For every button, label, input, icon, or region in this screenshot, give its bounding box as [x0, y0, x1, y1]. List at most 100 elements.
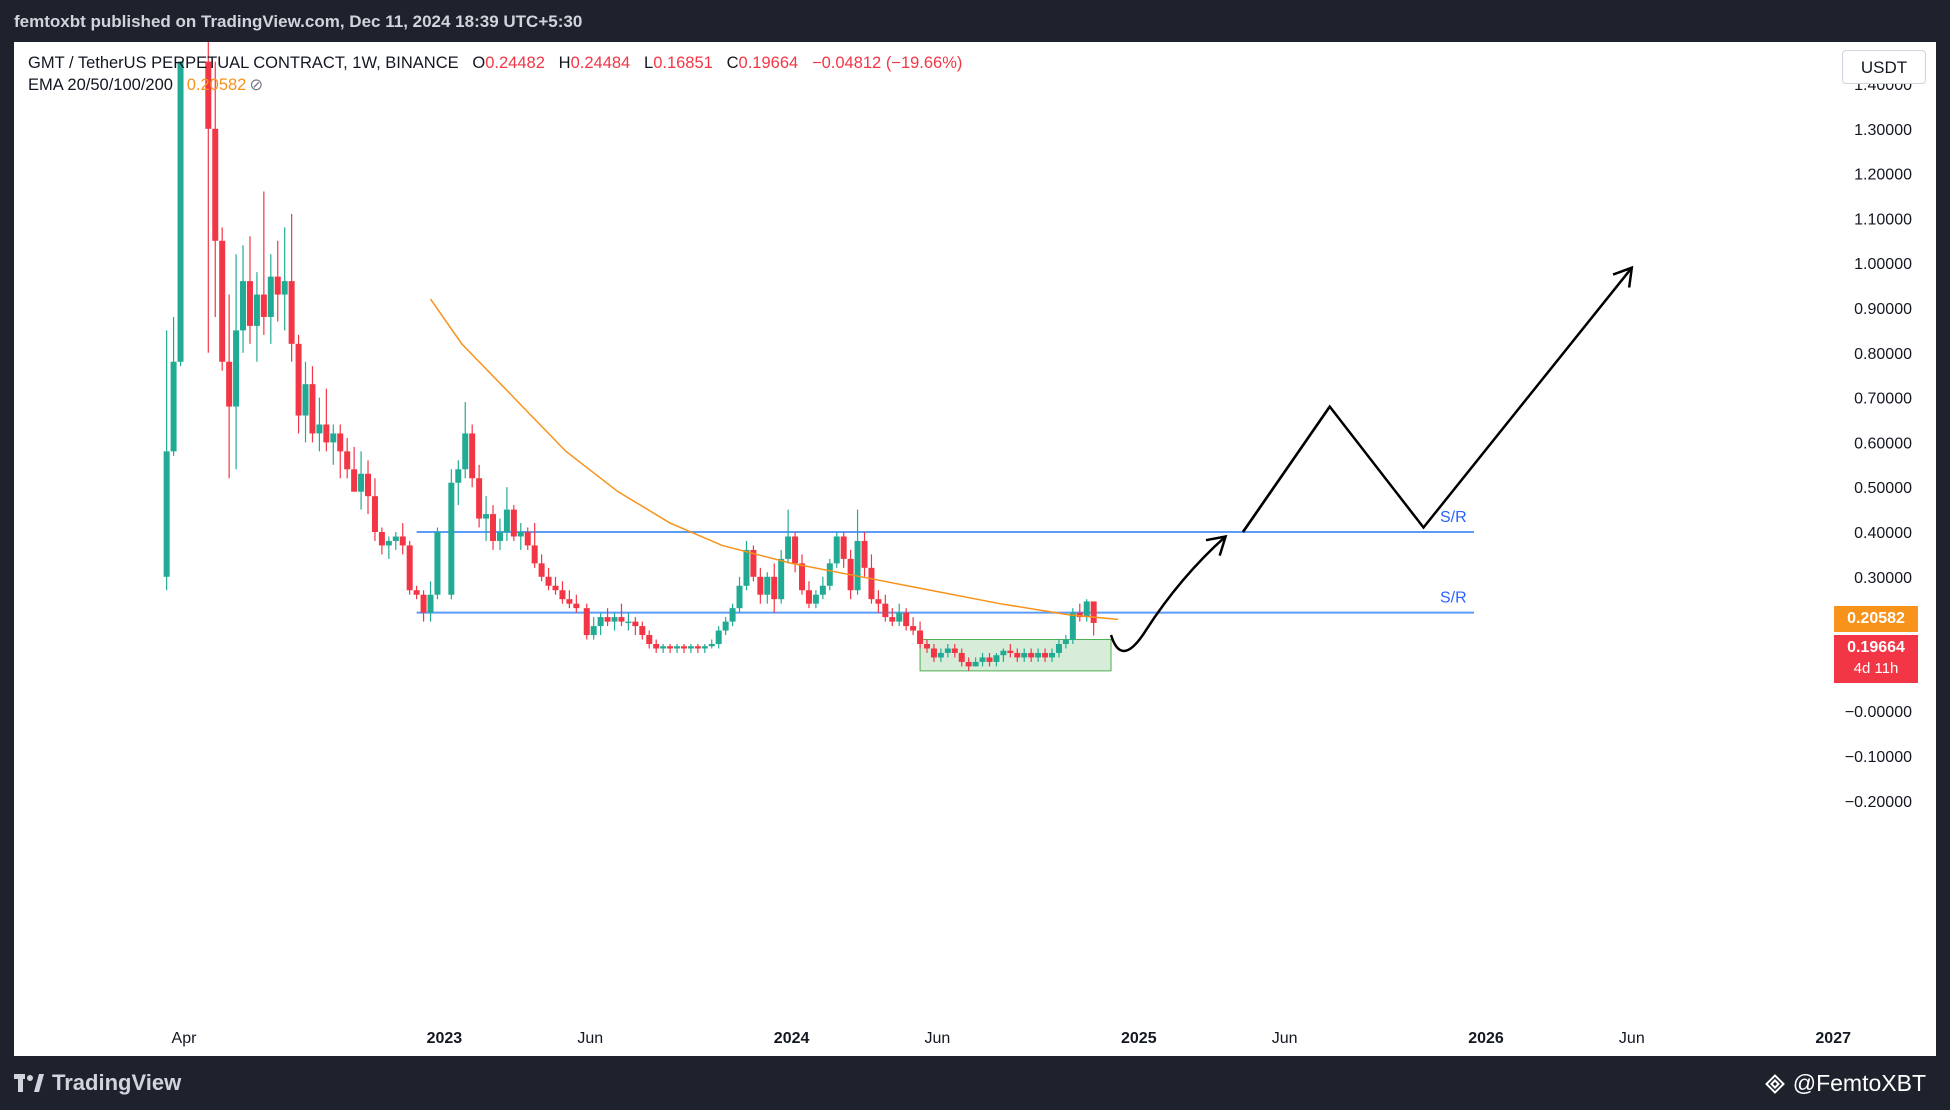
- candle-body: [882, 603, 889, 618]
- y-tick-label: 0.60000: [1854, 435, 1912, 452]
- candle-body: [653, 644, 660, 649]
- candle-body: [833, 536, 840, 564]
- candle-body: [868, 567, 875, 600]
- candle-body: [177, 61, 184, 362]
- y-tick-label: −0.20000: [1845, 794, 1912, 811]
- candle-body: [253, 294, 260, 326]
- candle-body: [274, 276, 281, 295]
- candle-body: [944, 648, 951, 653]
- close-price-tag-value: 0.19664: [1847, 639, 1905, 657]
- candle-body: [538, 563, 545, 577]
- open-value: 0.24482: [485, 54, 545, 72]
- ema-value: 0.20582: [186, 76, 247, 94]
- tradingview-brand[interactable]: TradingView: [14, 1070, 181, 1096]
- candle-body: [427, 594, 434, 613]
- candle-body: [392, 536, 399, 541]
- candle-body: [597, 617, 604, 627]
- candle-body: [805, 590, 812, 604]
- currency-unit-button[interactable]: USDT: [1842, 50, 1926, 84]
- symbol-row: GMT / TetherUS PERPETUAL CONTRACT, 1W, B…: [28, 52, 962, 74]
- eye-icon[interactable]: ⊘: [249, 76, 264, 94]
- ema-label[interactable]: EMA 20/50/100/200: [28, 76, 173, 94]
- candle-body: [496, 532, 503, 541]
- candle-body: [937, 652, 944, 658]
- candle-body: [1035, 652, 1042, 658]
- candle-body: [1069, 612, 1076, 640]
- x-tick-label: 2025: [1121, 1030, 1157, 1047]
- y-tick-label: 1.00000: [1854, 256, 1912, 273]
- candle-body: [246, 281, 253, 326]
- candle-body: [365, 473, 372, 497]
- candlestick-chart[interactable]: S/RS/R 1.400001.300001.200001.100001.000…: [14, 42, 1936, 1056]
- chart-area[interactable]: S/R S/R 1.40000 1.30000 1.20000 1.10000 1.000…: [14, 42, 1936, 1056]
- candle-body: [413, 590, 420, 595]
- binance-square-icon: [1764, 1073, 1785, 1094]
- close-price-tag: 0.19664 4d 11h: [1834, 635, 1918, 684]
- close-value: 0.19664: [738, 54, 799, 72]
- candle-body: [323, 424, 330, 443]
- candle-body: [1049, 652, 1055, 658]
- candle-body: [812, 594, 819, 604]
- candle-body: [972, 661, 979, 667]
- y-tick-label: 0.70000: [1854, 391, 1912, 408]
- candle-body: [618, 617, 625, 622]
- symbol-label[interactable]: GMT / TetherUS PERPETUAL CONTRACT, 1W, B…: [28, 54, 459, 72]
- y-tick-label: 1.10000: [1854, 211, 1912, 228]
- candle-body: [503, 509, 510, 532]
- candle-body: [722, 621, 729, 631]
- candle-body: [965, 661, 972, 667]
- candle-body: [750, 549, 757, 577]
- candle-body: [524, 532, 531, 546]
- candle-body: [309, 384, 316, 434]
- brand-label: TradingView: [52, 1070, 182, 1095]
- candle-body: [632, 621, 639, 627]
- candle-body: [1083, 601, 1090, 618]
- candle-body: [302, 384, 309, 416]
- tradingview-logo-icon: [14, 1074, 44, 1092]
- y-tick-label: −0.00000: [1845, 704, 1912, 721]
- candle-body: [646, 635, 653, 644]
- high-value: 0.24484: [570, 54, 631, 72]
- candle-body: [205, 61, 212, 129]
- candle-body: [993, 655, 1000, 662]
- candle-body: [316, 424, 323, 434]
- candle-body: [924, 644, 931, 649]
- candle-body: [233, 330, 240, 407]
- candle-body: [778, 558, 785, 600]
- candle-body: [958, 652, 965, 662]
- ema-price-tag: 0.20582: [1834, 605, 1918, 632]
- x-tick-label: Jun: [925, 1030, 951, 1047]
- candle-body: [889, 617, 896, 622]
- candle-body: [566, 599, 573, 604]
- candle-body: [295, 343, 302, 416]
- candle-body: [399, 536, 406, 546]
- candle-body: [819, 585, 826, 595]
- candle-body: [1090, 601, 1097, 623]
- candle-body: [170, 361, 177, 452]
- y-tick-label: 0.40000: [1854, 525, 1912, 542]
- candle-body: [840, 536, 847, 559]
- low-value: 0.16851: [653, 54, 713, 72]
- candle-body: [281, 281, 288, 295]
- candle-body: [625, 621, 632, 624]
- candle-body: [583, 608, 590, 636]
- candle-body: [896, 612, 903, 622]
- x-tick-label: Jun: [577, 1030, 603, 1047]
- candle-body: [476, 478, 483, 519]
- candle-body: [826, 563, 833, 586]
- projection-segment: [1241, 405, 1331, 533]
- candle-body: [792, 536, 799, 564]
- candle-body: [660, 646, 667, 649]
- candle-body: [545, 576, 552, 586]
- candle-body: [979, 657, 986, 662]
- candle-body: [455, 469, 462, 483]
- candle-body: [1000, 650, 1007, 656]
- change-value: −0.04812 (−19.66%): [811, 54, 963, 72]
- close-label: C: [726, 54, 739, 72]
- handle-label: @FemtoXBT: [1792, 1070, 1926, 1096]
- candle-body: [694, 646, 701, 649]
- candle-body: [854, 540, 861, 591]
- y-tick-label: −0.10000: [1845, 749, 1912, 766]
- candle-body: [267, 276, 274, 317]
- ema-line: [429, 298, 1119, 621]
